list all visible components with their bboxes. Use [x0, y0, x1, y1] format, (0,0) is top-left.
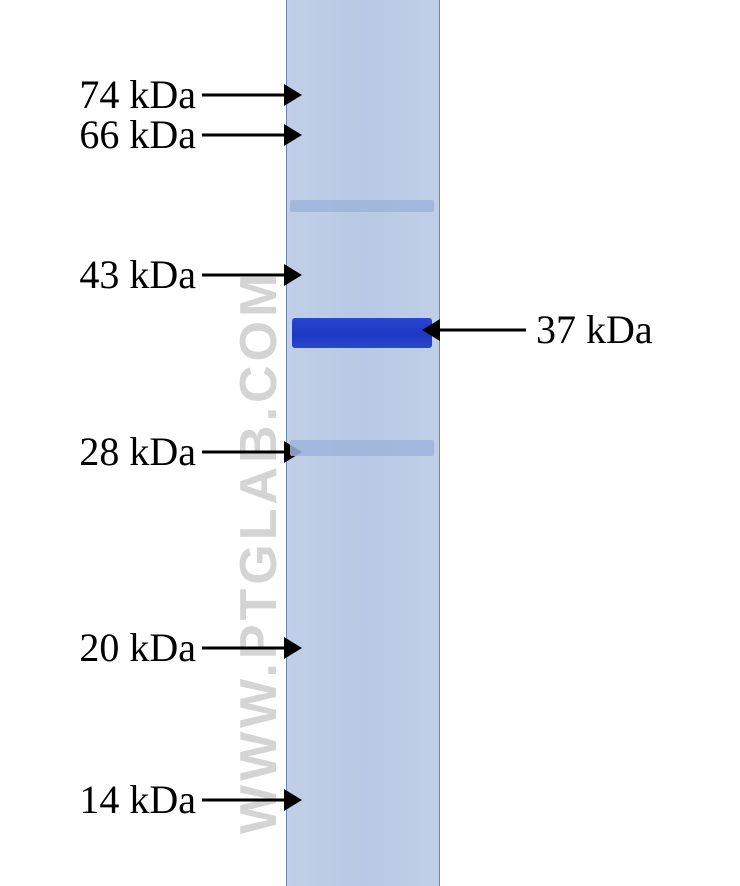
- target-band-arrow: [422, 316, 526, 344]
- marker-arrow: [202, 634, 302, 662]
- marker-label-text: 28 kDa: [79, 429, 196, 474]
- marker-arrow: [202, 81, 302, 109]
- marker-label: 43 kDa: [79, 251, 196, 298]
- faint-band: [290, 200, 434, 212]
- watermark-text-value: WWW.PTGLAB.COM: [230, 270, 288, 834]
- marker-label-text: 20 kDa: [79, 625, 196, 670]
- target-band-label: 37 kDa: [536, 306, 653, 353]
- gel-image-container: WWW.PTGLAB.COM 74 kDa66 kDa43 kDa28 kDa2…: [0, 0, 740, 886]
- marker-label-text: 14 kDa: [79, 777, 196, 822]
- marker-label-text: 66 kDa: [79, 112, 196, 157]
- marker-label: 14 kDa: [79, 776, 196, 823]
- marker-arrow: [202, 121, 302, 149]
- faint-band: [290, 440, 434, 456]
- protein-target-band: [292, 318, 432, 348]
- marker-label-text: 43 kDa: [79, 252, 196, 297]
- marker-label: 28 kDa: [79, 428, 196, 475]
- target-band-label-text: 37 kDa: [536, 307, 653, 352]
- marker-arrow: [202, 786, 302, 814]
- marker-arrow: [202, 261, 302, 289]
- marker-label: 66 kDa: [79, 111, 196, 158]
- marker-label: 20 kDa: [79, 624, 196, 671]
- marker-arrow: [202, 438, 302, 466]
